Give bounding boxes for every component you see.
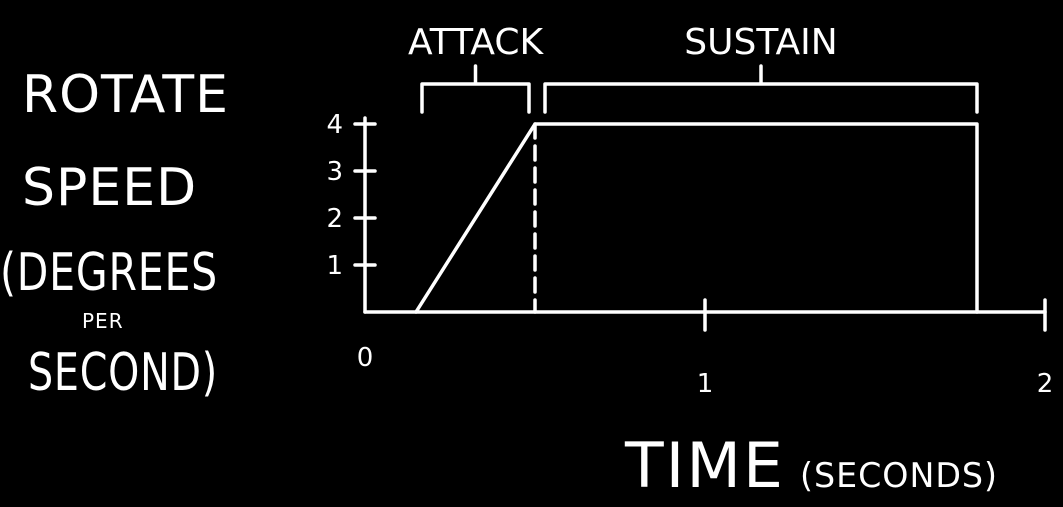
x-tick-label-1: 1 — [697, 369, 714, 399]
segment-brackets: ATTACK SUSTAIN — [408, 22, 979, 114]
segment-label-sustain: SUSTAIN — [684, 22, 837, 63]
bracket-attack — [420, 64, 531, 114]
series-layer — [414, 122, 979, 314]
y-label-line-3: (DEGREES — [0, 243, 218, 303]
y-label-line-2: SPEED — [22, 158, 197, 218]
y-ticks: 1 2 3 4 — [326, 110, 377, 281]
x-label-main: TIME — [624, 429, 785, 502]
y-axis-label: ROTATE SPEED (DEGREES PER SECOND) — [0, 65, 229, 403]
series-line-0 — [414, 122, 979, 314]
x-tick-label-0: 0 — [357, 343, 374, 373]
x-label-unit: (SECONDS) — [800, 456, 998, 496]
y-tick-label-4: 4 — [326, 110, 343, 140]
y-label-line-4: PER — [82, 309, 124, 333]
y-label-line-5: SECOND) — [28, 343, 218, 403]
x-axis-label: TIME (SECONDS) — [624, 429, 998, 502]
y-tick-label-3: 3 — [326, 157, 343, 187]
x-ticks: 0 1 2 — [357, 298, 1054, 399]
y-label-line-1: ROTATE — [22, 65, 229, 125]
y-tick-label-1: 1 — [326, 251, 343, 281]
y-tick-label-2: 2 — [326, 204, 343, 234]
bracket-sustain — [543, 64, 979, 114]
x-tick-label-2: 2 — [1037, 369, 1054, 399]
segment-label-attack: ATTACK — [408, 22, 545, 63]
